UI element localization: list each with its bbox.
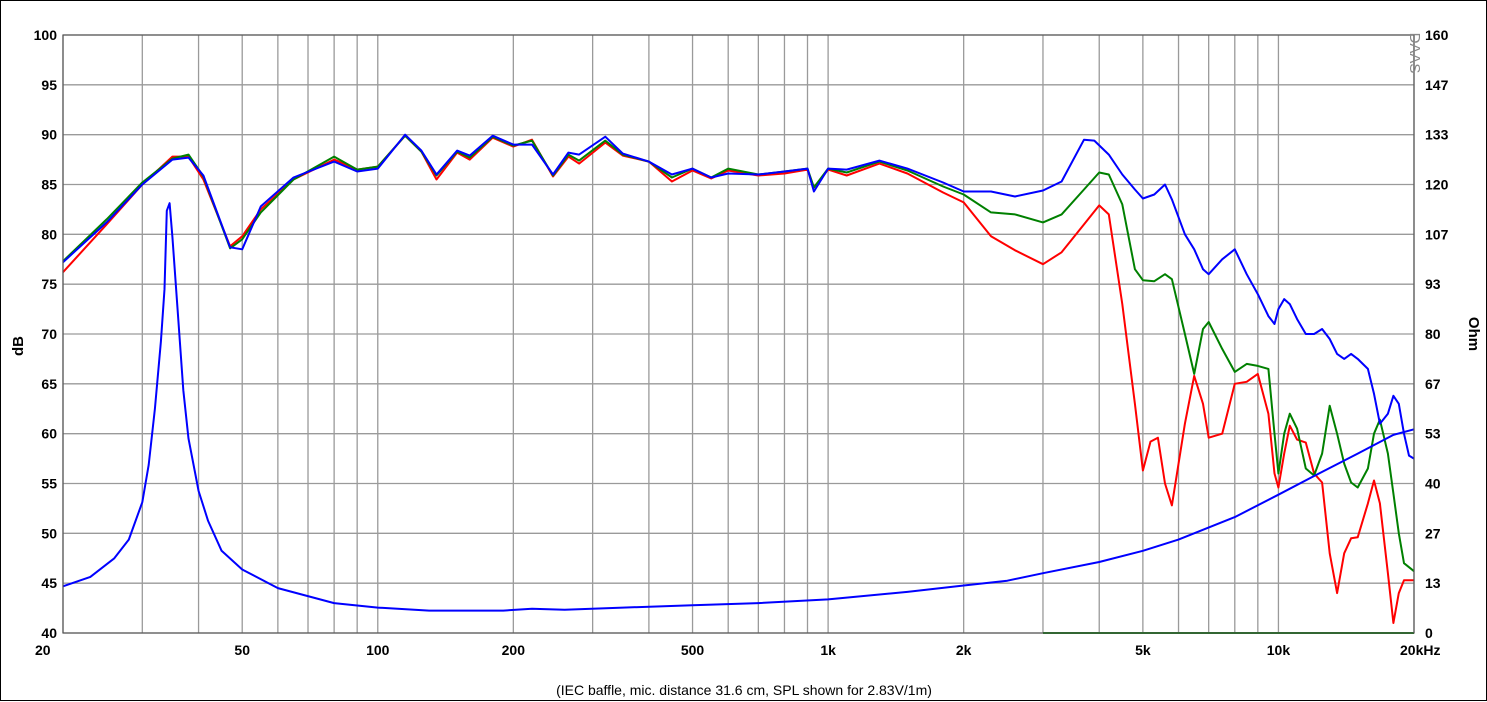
x-tick-label: 20kHz: [1400, 642, 1440, 658]
y-tick-label: 80: [41, 226, 57, 242]
y-tick-label: 75: [41, 276, 57, 292]
y2-tick-label: 147: [1425, 77, 1449, 93]
watermark-text: DAAS: [1406, 33, 1423, 74]
y2-tick-label: 80: [1425, 326, 1441, 342]
y-tick-label: 45: [41, 575, 57, 591]
y2-tick-label: 133: [1425, 127, 1449, 143]
y2-tick-label: 40: [1425, 476, 1441, 492]
y2-tick-label: 67: [1425, 376, 1441, 392]
series-group: [62, 133, 1415, 634]
y2-axis-label: Ohm: [1465, 317, 1482, 351]
y2-tick-label: 0: [1425, 625, 1433, 641]
y2-tick-label: 120: [1425, 177, 1449, 193]
x-tick-label: 100: [366, 642, 390, 658]
x-tick-label: 10k: [1267, 642, 1291, 658]
x-tick-label: 5k: [1135, 642, 1151, 658]
x-tick-label: 2k: [956, 642, 972, 658]
x-tick-label: 1k: [820, 642, 836, 658]
y-tick-label: 100: [34, 27, 58, 43]
grid: [62, 34, 1415, 634]
caption-text: (IEC baffle, mic. distance 31.6 cm, SPL …: [556, 682, 932, 698]
y2-tick-label: 53: [1425, 426, 1441, 442]
y-tick-label: 85: [41, 177, 57, 193]
y-tick-label: 40: [41, 625, 57, 641]
y-tick-label: 60: [41, 426, 57, 442]
y-tick-label: 65: [41, 376, 57, 392]
y2-tick-label: 107: [1425, 226, 1449, 242]
y2-tick-label: 160: [1425, 27, 1449, 43]
y2-tick-label: 93: [1425, 276, 1441, 292]
tick-labels: 20 50 100 200 500 1k 2k 5k 10k 20kHz 40 45 50 55 60 65 7…: [34, 27, 1449, 658]
y-tick-label: 70: [41, 326, 57, 342]
y2-tick-label: 13: [1425, 575, 1441, 591]
y-tick-label: 90: [41, 127, 57, 143]
y-axis-label: dB: [10, 336, 27, 356]
y-tick-label: 95: [41, 77, 57, 93]
x-tick-label: 200: [502, 642, 526, 658]
y-tick-label: 50: [41, 525, 57, 541]
x-tick-label: 50: [234, 642, 250, 658]
x-tick-label: 20: [35, 642, 51, 658]
series-line-impedance-blue: [62, 202, 1415, 612]
y-tick-label: 55: [41, 476, 57, 492]
series-line-spl-blue: [62, 133, 1415, 460]
plot-border: [62, 34, 1415, 634]
y2-tick-label: 27: [1425, 525, 1441, 541]
x-tick-label: 500: [681, 642, 705, 658]
